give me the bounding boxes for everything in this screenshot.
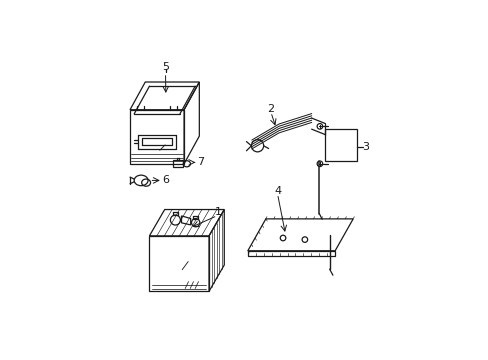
Text: 3: 3 <box>362 142 368 152</box>
Text: 4: 4 <box>273 186 281 196</box>
Bar <box>173 161 183 167</box>
Text: 1: 1 <box>215 207 222 217</box>
Text: 6: 6 <box>162 175 169 185</box>
Bar <box>325 129 357 161</box>
Text: 2: 2 <box>267 104 274 114</box>
Text: 5: 5 <box>162 62 169 72</box>
Text: 7: 7 <box>197 157 204 167</box>
